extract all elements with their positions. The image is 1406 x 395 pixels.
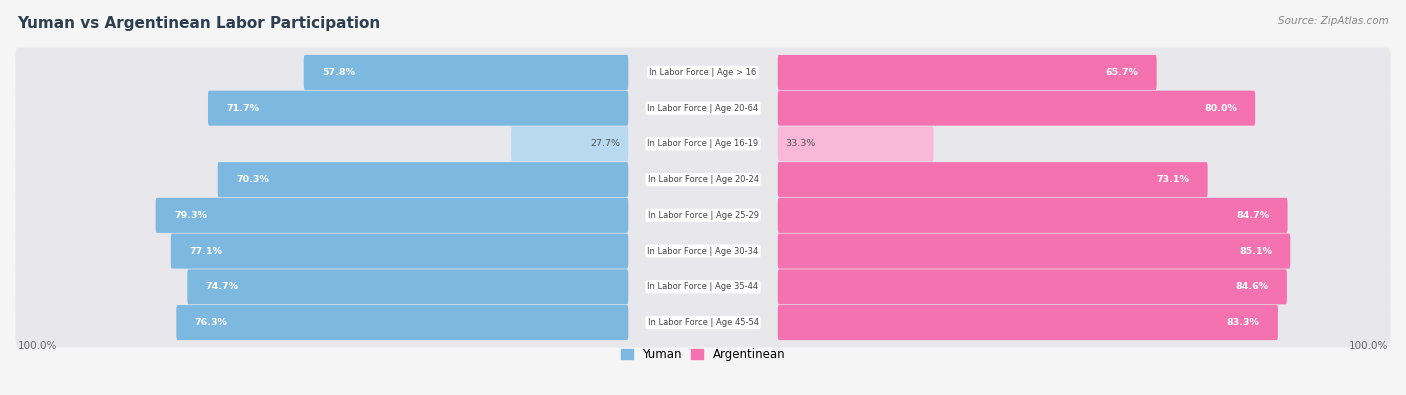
FancyBboxPatch shape xyxy=(15,226,1391,276)
Text: 27.7%: 27.7% xyxy=(591,139,620,149)
Text: 84.7%: 84.7% xyxy=(1236,211,1270,220)
FancyBboxPatch shape xyxy=(778,90,1256,126)
Text: Source: ZipAtlas.com: Source: ZipAtlas.com xyxy=(1278,16,1389,26)
FancyBboxPatch shape xyxy=(15,48,1391,97)
FancyBboxPatch shape xyxy=(15,83,1391,133)
Text: 77.1%: 77.1% xyxy=(188,246,222,256)
Text: In Labor Force | Age > 16: In Labor Force | Age > 16 xyxy=(650,68,756,77)
FancyBboxPatch shape xyxy=(176,305,628,340)
Text: 100.0%: 100.0% xyxy=(1350,341,1389,351)
Text: In Labor Force | Age 30-34: In Labor Force | Age 30-34 xyxy=(647,246,759,256)
Text: 73.1%: 73.1% xyxy=(1157,175,1189,184)
Text: 74.7%: 74.7% xyxy=(205,282,239,292)
Text: 70.3%: 70.3% xyxy=(236,175,269,184)
FancyBboxPatch shape xyxy=(778,126,934,162)
Text: 84.6%: 84.6% xyxy=(1236,282,1268,292)
Text: In Labor Force | Age 20-64: In Labor Force | Age 20-64 xyxy=(647,103,759,113)
FancyBboxPatch shape xyxy=(512,126,628,162)
Text: In Labor Force | Age 20-24: In Labor Force | Age 20-24 xyxy=(648,175,758,184)
Text: 33.3%: 33.3% xyxy=(786,139,815,149)
Text: 57.8%: 57.8% xyxy=(322,68,356,77)
FancyBboxPatch shape xyxy=(778,305,1278,340)
FancyBboxPatch shape xyxy=(778,269,1286,305)
Text: 71.7%: 71.7% xyxy=(226,103,259,113)
FancyBboxPatch shape xyxy=(187,269,628,305)
FancyBboxPatch shape xyxy=(778,55,1157,90)
FancyBboxPatch shape xyxy=(15,191,1391,240)
FancyBboxPatch shape xyxy=(778,233,1291,269)
Legend: Yuman, Argentinean: Yuman, Argentinean xyxy=(616,343,790,366)
FancyBboxPatch shape xyxy=(778,162,1208,197)
FancyBboxPatch shape xyxy=(208,90,628,126)
FancyBboxPatch shape xyxy=(778,198,1288,233)
Text: 83.3%: 83.3% xyxy=(1227,318,1260,327)
Text: 85.1%: 85.1% xyxy=(1239,246,1272,256)
Text: 65.7%: 65.7% xyxy=(1105,68,1139,77)
Text: In Labor Force | Age 25-29: In Labor Force | Age 25-29 xyxy=(648,211,758,220)
Text: In Labor Force | Age 35-44: In Labor Force | Age 35-44 xyxy=(647,282,759,292)
Text: 79.3%: 79.3% xyxy=(174,211,207,220)
FancyBboxPatch shape xyxy=(15,119,1391,169)
FancyBboxPatch shape xyxy=(304,55,628,90)
Text: In Labor Force | Age 45-54: In Labor Force | Age 45-54 xyxy=(648,318,758,327)
Text: 100.0%: 100.0% xyxy=(17,341,56,351)
FancyBboxPatch shape xyxy=(15,298,1391,347)
Text: 76.3%: 76.3% xyxy=(194,318,228,327)
Text: In Labor Force | Age 16-19: In Labor Force | Age 16-19 xyxy=(647,139,759,149)
Text: Yuman vs Argentinean Labor Participation: Yuman vs Argentinean Labor Participation xyxy=(17,16,380,31)
FancyBboxPatch shape xyxy=(156,198,628,233)
FancyBboxPatch shape xyxy=(15,262,1391,312)
Text: 80.0%: 80.0% xyxy=(1204,103,1237,113)
FancyBboxPatch shape xyxy=(15,155,1391,204)
FancyBboxPatch shape xyxy=(218,162,628,197)
FancyBboxPatch shape xyxy=(170,233,628,269)
